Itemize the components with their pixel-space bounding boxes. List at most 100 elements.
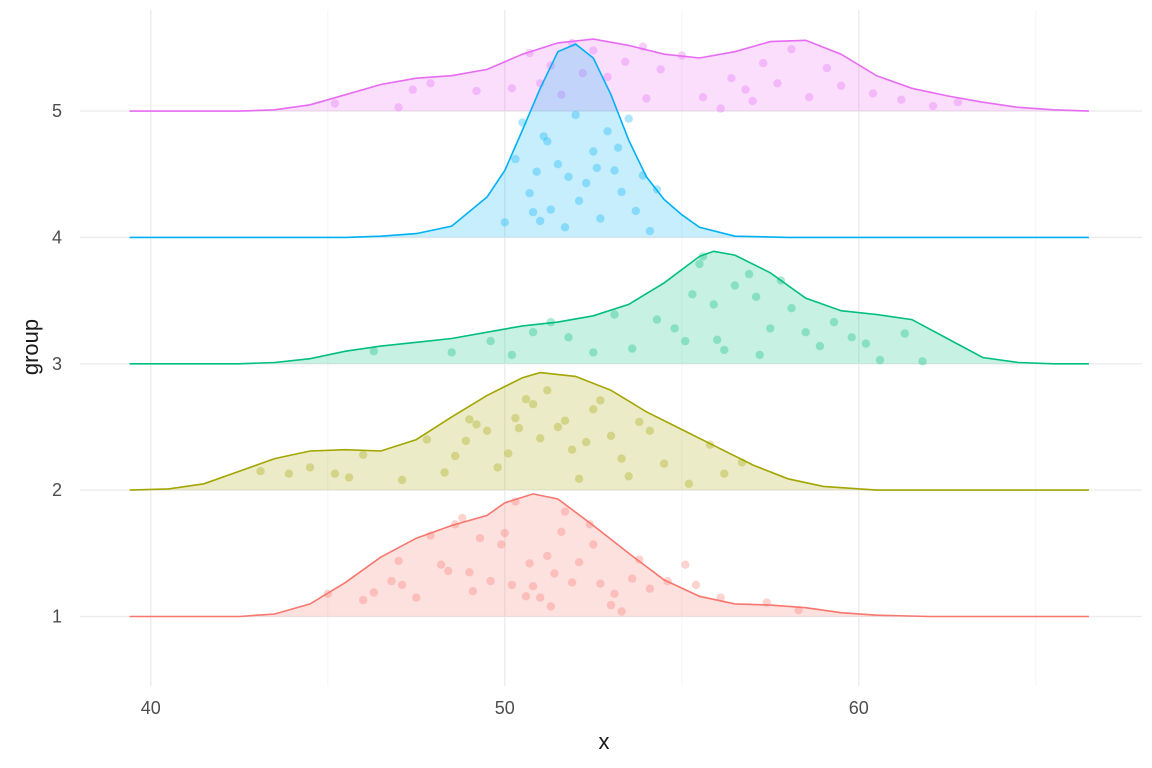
jitter-point bbox=[596, 579, 605, 588]
jitter-point bbox=[305, 463, 315, 472]
jitter-point bbox=[359, 450, 368, 459]
jitter-point bbox=[560, 507, 570, 516]
jitter-point bbox=[631, 206, 640, 216]
jitter-point bbox=[536, 434, 545, 443]
x-tick-labels: 40 50 60 bbox=[141, 698, 869, 718]
jitter-point bbox=[560, 223, 570, 232]
jitter-point bbox=[546, 602, 555, 611]
jitter-point bbox=[525, 559, 534, 568]
jitter-point bbox=[458, 513, 467, 523]
jitter-point bbox=[436, 560, 446, 569]
x-axis-title: x bbox=[599, 729, 610, 754]
jitter-point bbox=[528, 582, 538, 591]
jitter-point bbox=[578, 69, 587, 78]
jitter-point bbox=[532, 167, 541, 176]
jitter-point bbox=[482, 426, 492, 435]
y-tick-label: 2 bbox=[52, 480, 62, 500]
jitter-point bbox=[684, 479, 694, 488]
jitter-point bbox=[688, 290, 697, 299]
jitter-point bbox=[369, 588, 378, 597]
y-tick-label: 5 bbox=[52, 101, 62, 121]
jitter-point bbox=[681, 336, 690, 346]
y-tick-label: 1 bbox=[52, 607, 62, 627]
jitter-point bbox=[928, 101, 938, 111]
jitter-point bbox=[507, 84, 517, 93]
jitter-point bbox=[571, 110, 580, 120]
jitter-point bbox=[868, 89, 878, 98]
jitter-point bbox=[461, 436, 471, 446]
jitter-point bbox=[606, 431, 616, 440]
jitter-point bbox=[525, 189, 534, 198]
jitter-point bbox=[582, 178, 591, 188]
jitter-point bbox=[468, 587, 478, 596]
jitter-point bbox=[787, 304, 796, 313]
jitter-point bbox=[847, 333, 856, 342]
jitter-point bbox=[397, 580, 407, 590]
density-ridges bbox=[129, 38, 1089, 618]
jitter-point bbox=[560, 416, 570, 425]
ridge-group-4 bbox=[129, 43, 1089, 239]
jitter-point bbox=[829, 317, 839, 327]
jitter-point bbox=[720, 469, 729, 478]
jitter-point bbox=[574, 558, 584, 567]
jitter-point bbox=[709, 300, 718, 309]
jitter-point bbox=[564, 172, 573, 181]
density-line-1 bbox=[129, 493, 1089, 618]
jitter-point bbox=[408, 85, 417, 94]
x-tick-label: 60 bbox=[849, 698, 869, 718]
jitter-point bbox=[897, 95, 906, 104]
jitter-point bbox=[617, 607, 626, 616]
jitter-point bbox=[507, 350, 517, 360]
jitter-point bbox=[514, 424, 524, 433]
jitter-point bbox=[256, 467, 265, 476]
jitter-point bbox=[645, 226, 655, 236]
jitter-point bbox=[635, 417, 644, 427]
jitter-point bbox=[394, 556, 403, 566]
jitter-point bbox=[670, 324, 679, 333]
jitter-point bbox=[695, 259, 704, 269]
jitter-point bbox=[642, 94, 651, 103]
density-area-3 bbox=[129, 251, 1089, 364]
jitter-point bbox=[500, 528, 509, 538]
jitter-point bbox=[606, 600, 616, 610]
density-area-5 bbox=[129, 39, 1089, 112]
jitter-point bbox=[574, 474, 584, 483]
jitter-point bbox=[801, 328, 810, 337]
jitter-point bbox=[536, 216, 545, 226]
jitter-point bbox=[603, 72, 612, 82]
y-tick-label: 4 bbox=[52, 227, 62, 247]
jitter-point bbox=[472, 420, 481, 429]
x-tick-label: 40 bbox=[141, 698, 161, 718]
density-line-3 bbox=[129, 250, 1089, 365]
jitter-point bbox=[755, 350, 764, 360]
jitter-point bbox=[528, 328, 538, 337]
jitter-point bbox=[592, 163, 601, 173]
jitter-point bbox=[465, 568, 474, 577]
jitter-point bbox=[766, 324, 775, 333]
x-tick-label: 50 bbox=[495, 698, 515, 718]
jitter-point bbox=[596, 214, 605, 223]
jitter-point bbox=[822, 63, 832, 73]
jitter-point bbox=[744, 269, 754, 279]
jitter-point bbox=[422, 435, 432, 444]
jitter-point bbox=[387, 576, 396, 586]
jitter-point bbox=[716, 104, 725, 113]
density-line-5 bbox=[129, 38, 1089, 112]
jitter-point bbox=[836, 81, 846, 91]
jitter-point bbox=[497, 540, 506, 549]
jitter-point bbox=[691, 580, 701, 590]
jitter-point bbox=[500, 218, 509, 227]
jitter-point bbox=[539, 132, 548, 141]
jitter-point bbox=[805, 93, 814, 102]
jitter-point bbox=[730, 281, 740, 290]
jitter-point bbox=[589, 405, 598, 414]
jitter-point bbox=[394, 103, 403, 112]
jitter-point bbox=[751, 292, 761, 301]
jitter-point bbox=[603, 127, 612, 136]
jitter-point bbox=[475, 534, 485, 543]
jitter-point bbox=[553, 160, 563, 169]
jitter-point bbox=[511, 154, 520, 164]
jitter-point bbox=[589, 147, 598, 156]
jitter-point bbox=[543, 137, 552, 146]
jitter-point bbox=[635, 555, 644, 564]
